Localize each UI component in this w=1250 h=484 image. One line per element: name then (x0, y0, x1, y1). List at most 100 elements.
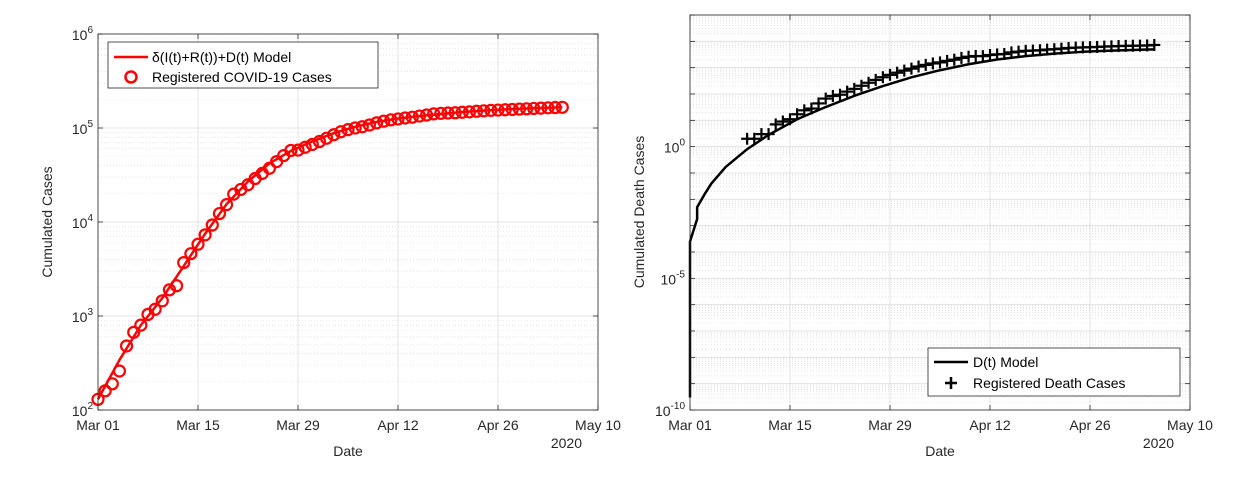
data-point (112, 364, 127, 378)
data-point (555, 100, 569, 114)
data-point (798, 104, 811, 117)
data-point (498, 103, 512, 117)
x-tick-label: Mar 15 (768, 417, 812, 433)
y-tick-label: 104 (72, 213, 94, 231)
data-point (427, 107, 441, 121)
tick-marks (97, 33, 599, 411)
y-tick-label: 103 (72, 307, 94, 325)
series-layer (91, 100, 569, 406)
data-point (834, 88, 846, 101)
data-point (398, 111, 412, 125)
x-tick-label: Apr 12 (969, 417, 1010, 433)
data-point (527, 101, 541, 116)
data-point (791, 108, 804, 121)
data-point (541, 101, 555, 115)
data-point (191, 237, 205, 251)
data-point (148, 302, 162, 316)
data-point (334, 125, 348, 139)
data-point (298, 140, 312, 154)
data-point (769, 118, 782, 131)
x-tick-label: Mar 01 (76, 417, 120, 433)
data-point (198, 228, 212, 242)
data-point (219, 198, 234, 212)
data-point (127, 325, 141, 339)
data-point (919, 58, 932, 71)
data-point (105, 377, 119, 391)
data-point (362, 118, 377, 132)
legend-entry-registered: Registered COVID-19 Cases (152, 69, 332, 85)
series-layer (688, 38, 1161, 398)
data-point (169, 279, 184, 293)
data-point (505, 102, 519, 117)
x-tick-label: Mar 15 (176, 417, 220, 433)
data-point (819, 92, 832, 105)
x-secondary-label: 2020 (551, 435, 582, 451)
data-point (355, 120, 369, 134)
data-point (448, 106, 462, 120)
data-point (748, 132, 761, 145)
x-tick-label: Apr 12 (377, 417, 418, 433)
plot-frame (689, 14, 1191, 411)
data-point (855, 79, 868, 92)
data-point (805, 102, 818, 115)
x-tick-label: Mar 29 (276, 417, 320, 433)
x-tick-label: Apr 26 (477, 417, 518, 433)
tick-marks (689, 14, 1191, 411)
data-point (377, 114, 391, 128)
y-tick-label: 102 (72, 401, 94, 419)
legend-box (927, 347, 1181, 397)
data-point (319, 131, 334, 145)
data-point (291, 143, 305, 157)
data-point (1148, 38, 1161, 51)
y-tick-label: 105 (72, 119, 94, 137)
cases-chart: Mar 01 Mar 15 Mar 29 Apr 12 Apr 26 May 10 102… (39, 25, 621, 459)
y-tick-label: 10-10 (655, 401, 685, 419)
data-point (284, 143, 298, 158)
data-point (955, 51, 968, 64)
data-point (876, 71, 889, 84)
data-point (419, 108, 434, 122)
data-point (462, 105, 477, 119)
data-point (998, 48, 1011, 61)
y-axis-label: Cumulated Cases (39, 166, 55, 277)
x-tick-label: May 10 (1167, 417, 1213, 433)
data-point (519, 102, 534, 116)
data-point (534, 101, 548, 115)
data-point (184, 247, 198, 261)
legend: δ(I(t)+R(t))+D(t) Model Registered COVID… (107, 41, 379, 89)
data-point (205, 218, 219, 232)
data-point (812, 97, 825, 110)
data-point (369, 116, 384, 130)
data-point (826, 89, 839, 102)
data-point (976, 50, 989, 63)
deaths-chart: Mar 01 Mar 15 Mar 29 Apr 12 Apr 26 May 10 10-… (631, 14, 1213, 459)
data-point (776, 115, 789, 128)
data-point (348, 121, 362, 135)
data-point (434, 106, 448, 120)
x-secondary-label: 2020 (1143, 435, 1174, 451)
data-point (305, 137, 319, 152)
data-point (212, 206, 227, 221)
legend-entry-registered: Registered Death Cases (973, 375, 1126, 391)
model-line (96, 106, 563, 400)
data-point (405, 110, 419, 124)
data-point (869, 73, 882, 86)
data-point (312, 134, 327, 149)
plot-area (690, 15, 1190, 410)
data-point (391, 112, 405, 126)
data-point (155, 294, 169, 308)
data-point (784, 113, 796, 126)
data-point (119, 339, 134, 353)
data-point (848, 82, 861, 95)
data-point (477, 104, 491, 118)
data-point (484, 103, 498, 117)
data-point (441, 106, 455, 120)
data-point (841, 85, 854, 98)
y-tick-labels: 102 103 104 105 106 (72, 25, 94, 419)
legend-circle-swatch (124, 70, 138, 84)
legend-entry-model: δ(I(t)+R(t))+D(t) Model (152, 49, 291, 65)
data-point (912, 60, 925, 73)
x-tick-labels: Mar 01 Mar 15 Mar 29 Apr 12 Apr 26 May 10 (76, 417, 621, 433)
data-point (341, 123, 355, 137)
x-tick-label: Apr 26 (1069, 417, 1110, 433)
